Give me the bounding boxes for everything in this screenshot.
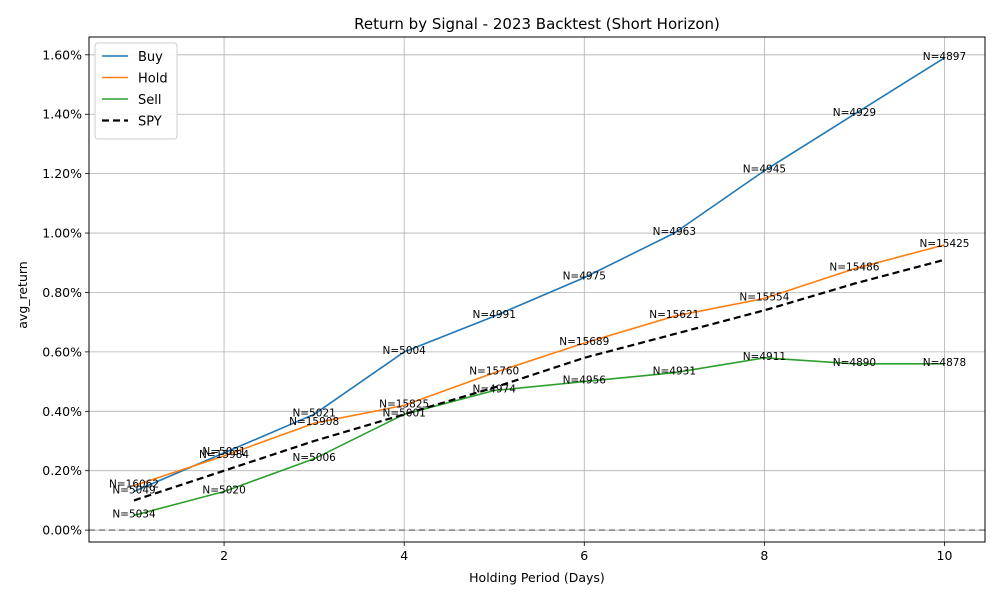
data-label-hold: N=15425: [919, 238, 969, 250]
data-label-sell: N=4911: [743, 351, 786, 363]
data-label-hold: N=15486: [829, 262, 879, 274]
data-label-hold: N=15554: [739, 291, 789, 303]
series-line-buy: [133, 57, 945, 493]
data-label-buy: N=4975: [563, 271, 606, 283]
data-label-hold: N=15825: [379, 398, 429, 410]
data-label-buy: N=5004: [382, 345, 426, 357]
series-lines: [133, 57, 945, 517]
legend-label-sell: Sell: [138, 93, 161, 108]
data-label-buy: N=4929: [833, 107, 876, 119]
series-line-spy: [133, 258, 945, 502]
data-label-sell: N=4878: [923, 357, 966, 369]
data-label-buy: N=5049: [112, 485, 155, 497]
data-label-sell: N=4890: [833, 357, 876, 369]
y-axis-ticks: 0.00% 0.20% 0.40% 0.60% 0.80% 1.00% 1.20% 1.40%…: [42, 47, 89, 538]
data-label-sell: N=4931: [653, 366, 696, 378]
data-label-buy: N=4945: [743, 164, 786, 176]
data-label-buy: N=5031: [202, 446, 245, 458]
y-tick-label: 1.40%: [42, 107, 82, 122]
data-label-hold: N=16062: [109, 479, 159, 491]
y-tick-label: 0.60%: [42, 344, 82, 359]
data-label-hold: N=15984: [199, 449, 249, 461]
data-label-sell: N=5034: [112, 508, 156, 520]
y-tick-label: 0.20%: [42, 463, 82, 478]
data-label-hold: N=15908: [289, 416, 339, 428]
series-line-hold: [133, 244, 945, 487]
data-label-buy: N=4897: [923, 51, 966, 63]
chart-title: Return by Signal - 2023 Backtest (Short …: [354, 15, 720, 33]
legend-label-hold: Hold: [138, 72, 168, 87]
x-tick-label: 6: [580, 548, 588, 563]
x-tick-label: 2: [220, 548, 228, 563]
data-label-buy: N=4991: [473, 309, 516, 321]
series-line-sell: [133, 356, 945, 517]
data-label-sell: N=5001: [382, 407, 425, 419]
data-label-sell: N=4956: [563, 375, 607, 387]
y-tick-label: 1.00%: [42, 226, 82, 241]
data-label-hold: N=15621: [649, 309, 699, 321]
x-tick-label: 4: [400, 548, 408, 563]
legend-label-spy: SPY: [138, 115, 162, 130]
x-axis-ticks: 2 4 6 8 10: [220, 542, 952, 563]
data-label-sell: N=4974: [473, 384, 517, 396]
y-tick-label: 0.40%: [42, 404, 82, 419]
x-tick-label: 8: [760, 548, 768, 563]
y-tick-label: 0.80%: [42, 285, 82, 300]
data-label-sell: N=5020: [202, 485, 245, 497]
legend: Buy Hold Sell SPY: [94, 42, 178, 140]
y-tick-label: 1.20%: [42, 166, 82, 181]
data-annotations: N=5049 N=5031 N=5021 N=5004 N=4991 N=4975 N=49…: [109, 51, 970, 520]
plot-frame: [88, 36, 986, 543]
data-label-sell: N=5006: [292, 452, 336, 464]
x-tick-label: 10: [937, 548, 953, 563]
y-tick-label: 1.60%: [42, 47, 82, 62]
data-label-buy: N=5021: [292, 407, 335, 419]
x-axis-label: Holding Period (Days): [469, 570, 605, 585]
grid-lines: [89, 37, 985, 542]
legend-box: [94, 42, 178, 140]
y-tick-label: 0.00%: [42, 523, 82, 538]
data-label-hold: N=15689: [559, 336, 609, 348]
legend-label-buy: Buy: [138, 50, 163, 65]
y-axis-label: avg_return: [15, 261, 30, 328]
data-label-hold: N=15760: [469, 366, 519, 378]
data-label-buy: N=4963: [653, 226, 696, 238]
